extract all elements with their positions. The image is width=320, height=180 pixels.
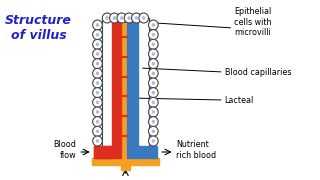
Circle shape — [152, 71, 155, 75]
Polygon shape — [127, 22, 138, 146]
Circle shape — [152, 62, 155, 66]
Polygon shape — [94, 146, 112, 158]
Circle shape — [152, 33, 155, 37]
Circle shape — [96, 110, 99, 114]
Circle shape — [96, 120, 99, 123]
Circle shape — [93, 68, 102, 78]
Circle shape — [132, 13, 141, 23]
Circle shape — [127, 16, 131, 20]
Circle shape — [102, 13, 112, 23]
Circle shape — [105, 16, 109, 20]
Polygon shape — [121, 22, 127, 146]
Circle shape — [139, 13, 148, 23]
Circle shape — [93, 49, 102, 59]
Circle shape — [152, 81, 155, 85]
Circle shape — [148, 59, 158, 69]
Circle shape — [93, 117, 102, 127]
Circle shape — [152, 52, 155, 56]
Circle shape — [142, 16, 146, 20]
Circle shape — [113, 16, 116, 20]
Text: Blood
flow: Blood flow — [53, 140, 76, 160]
Circle shape — [148, 20, 158, 30]
Circle shape — [96, 33, 99, 37]
Circle shape — [148, 117, 158, 127]
Circle shape — [148, 39, 158, 49]
Circle shape — [148, 136, 158, 146]
Polygon shape — [112, 22, 121, 146]
Circle shape — [96, 62, 99, 66]
Circle shape — [93, 39, 102, 49]
Circle shape — [148, 107, 158, 117]
Circle shape — [148, 30, 158, 40]
Polygon shape — [112, 15, 138, 22]
Circle shape — [93, 78, 102, 88]
Circle shape — [96, 52, 99, 56]
Circle shape — [152, 91, 155, 95]
Circle shape — [93, 136, 102, 146]
Circle shape — [152, 42, 155, 46]
Polygon shape — [92, 158, 159, 165]
Circle shape — [93, 20, 102, 30]
Circle shape — [148, 97, 158, 107]
Polygon shape — [94, 146, 121, 158]
Circle shape — [152, 139, 155, 143]
Circle shape — [152, 120, 155, 123]
Circle shape — [148, 49, 158, 59]
Circle shape — [96, 130, 99, 133]
Circle shape — [93, 30, 102, 40]
Text: Structure
of villus: Structure of villus — [5, 14, 72, 42]
Circle shape — [152, 130, 155, 133]
Circle shape — [152, 101, 155, 104]
Polygon shape — [121, 146, 130, 170]
Circle shape — [117, 13, 127, 23]
Circle shape — [148, 78, 158, 88]
Circle shape — [93, 97, 102, 107]
Polygon shape — [127, 146, 157, 158]
Circle shape — [96, 91, 99, 95]
Circle shape — [96, 71, 99, 75]
Text: Lacteal: Lacteal — [225, 96, 254, 105]
Text: Epithelial
cells with
microvilli: Epithelial cells with microvilli — [234, 7, 272, 37]
Circle shape — [93, 59, 102, 69]
Circle shape — [93, 126, 102, 136]
Text: Blood capillaries: Blood capillaries — [225, 68, 291, 76]
Polygon shape — [121, 18, 127, 22]
Polygon shape — [127, 17, 138, 22]
Circle shape — [152, 23, 155, 27]
Circle shape — [148, 126, 158, 136]
Circle shape — [152, 110, 155, 114]
Circle shape — [93, 88, 102, 98]
Circle shape — [96, 81, 99, 85]
Circle shape — [96, 101, 99, 104]
Circle shape — [120, 16, 124, 20]
Circle shape — [110, 13, 119, 23]
Polygon shape — [121, 19, 127, 22]
Circle shape — [96, 23, 99, 27]
Circle shape — [148, 88, 158, 98]
Circle shape — [124, 13, 134, 23]
Circle shape — [96, 139, 99, 143]
Text: Nutrient
rich blood: Nutrient rich blood — [176, 140, 217, 160]
Circle shape — [135, 16, 138, 20]
Circle shape — [93, 107, 102, 117]
Circle shape — [96, 42, 99, 46]
Circle shape — [148, 68, 158, 78]
